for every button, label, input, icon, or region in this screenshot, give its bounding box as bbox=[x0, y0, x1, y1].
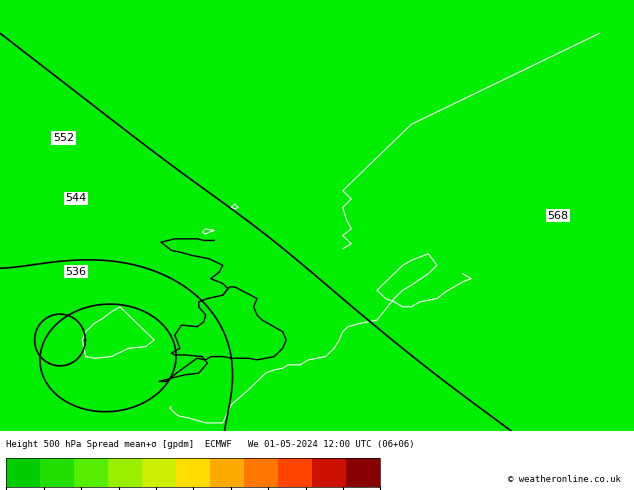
Text: © weatheronline.co.uk: © weatheronline.co.uk bbox=[508, 475, 621, 484]
Bar bbox=[6, 458, 41, 487]
Bar bbox=[278, 458, 313, 487]
Bar bbox=[143, 458, 176, 487]
Bar bbox=[176, 458, 210, 487]
Bar bbox=[313, 458, 346, 487]
Bar bbox=[210, 458, 244, 487]
Text: Height 500 hPa Spread mean+σ [gpdm]  ECMWF   We 01-05-2024 12:00 UTC (06+06): Height 500 hPa Spread mean+σ [gpdm] ECMW… bbox=[6, 440, 415, 449]
Text: 552: 552 bbox=[53, 133, 74, 143]
Text: 544: 544 bbox=[65, 194, 87, 203]
Bar bbox=[6, 458, 380, 487]
Bar bbox=[41, 458, 74, 487]
Bar bbox=[346, 458, 380, 487]
Bar bbox=[108, 458, 143, 487]
Bar bbox=[74, 458, 108, 487]
Text: 536: 536 bbox=[65, 267, 87, 277]
Bar bbox=[244, 458, 278, 487]
Text: 568: 568 bbox=[547, 211, 569, 220]
